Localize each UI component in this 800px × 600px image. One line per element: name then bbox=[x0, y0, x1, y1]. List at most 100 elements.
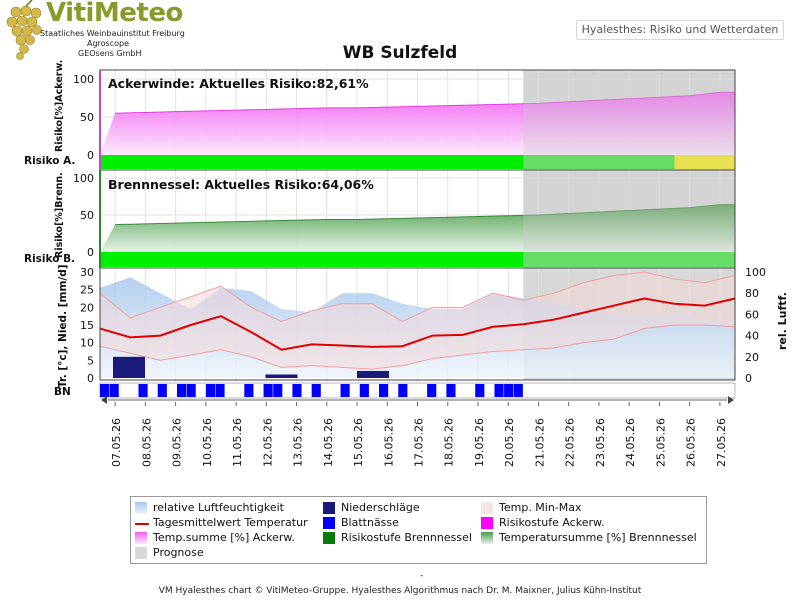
leaf-wetness-cell bbox=[186, 384, 196, 397]
temp-max-line bbox=[99, 271, 736, 323]
leaf-wetness-cell bbox=[427, 384, 437, 397]
weather-ytick-left: 30 bbox=[80, 266, 94, 279]
ackerwinde-risk-cell bbox=[462, 155, 494, 169]
panel-border bbox=[99, 267, 736, 381]
temp-minmax-band bbox=[100, 272, 735, 370]
ackerwinde-risk-cell bbox=[674, 155, 706, 169]
x-date-label: 23.05.26 bbox=[594, 418, 607, 467]
weather-ytick-left: 25 bbox=[80, 284, 94, 297]
weather-ytick-right: 0 bbox=[745, 372, 752, 385]
ackerwinde-risk-cell bbox=[220, 155, 252, 169]
precipitation-bar bbox=[113, 356, 145, 378]
legend-swatch bbox=[323, 532, 335, 544]
brennnessel-risk-cell bbox=[614, 252, 645, 267]
ackerwinde-risk-cell bbox=[311, 155, 343, 169]
brennnessel-risk-cell bbox=[674, 252, 706, 267]
brennnessel-ytick-label: 50 bbox=[80, 209, 94, 222]
page-title: WB Sulzfeld bbox=[342, 43, 458, 63]
ackerwinde-ylabel: Risiko[%]Ackerw. bbox=[54, 60, 65, 152]
legend-swatch bbox=[323, 517, 335, 529]
brennnessel-risk-cell bbox=[553, 252, 585, 267]
ackerwinde-risk-cell bbox=[100, 155, 131, 169]
leaf-wetness-cell bbox=[109, 384, 119, 397]
logo-title: VitiMeteo bbox=[46, 0, 183, 28]
scroll-left-arrow bbox=[101, 396, 107, 404]
ackerwinde-tempsum-area bbox=[100, 92, 735, 155]
brennnessel-risk-cell bbox=[704, 252, 736, 267]
ackerwinde-risk-cell bbox=[583, 155, 615, 169]
temp-min-line bbox=[99, 324, 736, 370]
precipitation-bar bbox=[357, 370, 389, 378]
leaf-wetness-cell bbox=[292, 384, 302, 397]
grape-icon bbox=[6, 0, 42, 60]
brennnessel-risk-cell bbox=[432, 252, 464, 267]
x-date-label: 25.05.26 bbox=[654, 418, 667, 467]
brennnessel-risk-cell bbox=[583, 252, 615, 267]
brennnessel-risk-cell bbox=[100, 252, 131, 267]
legend-label: Temperatursumme [%] Brennnessel bbox=[499, 531, 697, 544]
leaf-wetness-cell bbox=[359, 384, 369, 397]
x-date-label: 21.05.26 bbox=[533, 418, 546, 467]
ackerwinde-risk-cell bbox=[614, 155, 645, 169]
precipitation-bar bbox=[265, 374, 298, 378]
brennnessel-risk-cell bbox=[523, 252, 555, 267]
x-date-label: 18.05.26 bbox=[443, 418, 456, 467]
weather-ytick-right: 20 bbox=[745, 351, 759, 364]
leaf-wetness-cell bbox=[475, 384, 485, 397]
x-date-label: 07.05.26 bbox=[110, 418, 123, 467]
ackerwinde-risk-cell bbox=[130, 155, 161, 169]
legend-label: Temp. Min-Max bbox=[499, 501, 582, 514]
leaf-wetness-cell bbox=[244, 384, 254, 397]
ackerwinde-forecast-tint bbox=[523, 73, 735, 155]
leaf-wetness-cell bbox=[176, 384, 187, 397]
leaf-wetness-cell bbox=[398, 384, 408, 397]
weather-ylabel-right: rel. Luftf. bbox=[776, 292, 789, 350]
ackerwinde-risk-label: Risiko A. bbox=[24, 155, 75, 167]
legend-swatch bbox=[135, 532, 147, 544]
brennnessel-ytick-label: 100 bbox=[73, 172, 94, 185]
temp-mean-line bbox=[99, 297, 736, 351]
brennnessel-tempsum-area bbox=[100, 204, 735, 252]
legend-label: Temp.summe [%] Ackerw. bbox=[153, 531, 295, 544]
legend-swatch bbox=[323, 502, 335, 514]
leaf-wetness-cell bbox=[504, 384, 514, 397]
legend-label: Risikostufe Ackerw. bbox=[499, 516, 605, 529]
ackerwinde-risk-cell bbox=[644, 155, 676, 169]
ackerwinde-risk-cell bbox=[160, 155, 192, 169]
bn-label: BN bbox=[54, 386, 71, 398]
logo-line-3: GEOsens GmbH bbox=[78, 49, 142, 58]
leaf-wetness-cell bbox=[100, 384, 110, 397]
brennnessel-risk-cell bbox=[251, 252, 282, 267]
ackerwinde-risk-cell bbox=[372, 155, 403, 169]
weather-ytick-left: 15 bbox=[80, 319, 94, 332]
x-date-label: 15.05.26 bbox=[352, 418, 365, 467]
brennnessel-risk-cell bbox=[220, 252, 252, 267]
ackerwinde-risk-cell bbox=[251, 155, 282, 169]
weather-ytick-right: 40 bbox=[745, 330, 759, 343]
logo-line-2: Agroscope bbox=[87, 39, 130, 48]
ackerwinde-risk-cell bbox=[704, 155, 736, 169]
ackerwinde-risk-cell bbox=[281, 155, 313, 169]
ackerwinde-tempsum-line bbox=[115, 91, 735, 114]
legend-swatch bbox=[135, 502, 147, 514]
brennnessel-risk-cell bbox=[402, 252, 434, 267]
leaf-wetness-cell bbox=[379, 384, 389, 397]
chart-type-tab[interactable]: Hyalesthes: Risiko und Wetterdaten bbox=[576, 20, 784, 40]
leaf-wetness-cell bbox=[157, 384, 167, 397]
leaf-wetness-cell bbox=[340, 384, 350, 397]
x-date-label: 10.05.26 bbox=[201, 418, 214, 467]
leaf-wetness-cell bbox=[215, 384, 225, 397]
ackerwinde-title: Ackerwinde: Aktuelles Risiko:82,61% bbox=[108, 76, 369, 91]
brennnessel-title: Brennnessel: Aktuelles Risiko:64,06% bbox=[108, 177, 374, 192]
x-date-label: 11.05.26 bbox=[231, 418, 244, 467]
brennnessel-ylabel: Risiko[%]Brenn. bbox=[54, 172, 65, 258]
ackerwinde-risk-cell bbox=[523, 155, 555, 169]
ackerwinde-risk-cell bbox=[432, 155, 464, 169]
leaf-wetness-cell bbox=[205, 384, 215, 397]
leaf-wetness-cell bbox=[446, 384, 456, 397]
ackerwinde-risk-cell bbox=[553, 155, 585, 169]
x-date-label: 24.05.26 bbox=[624, 418, 637, 467]
weather-ylabel-left: Tr. [°c], Nied. [mm/d] bbox=[57, 264, 69, 388]
ackerwinde-risk-cell bbox=[493, 155, 524, 169]
